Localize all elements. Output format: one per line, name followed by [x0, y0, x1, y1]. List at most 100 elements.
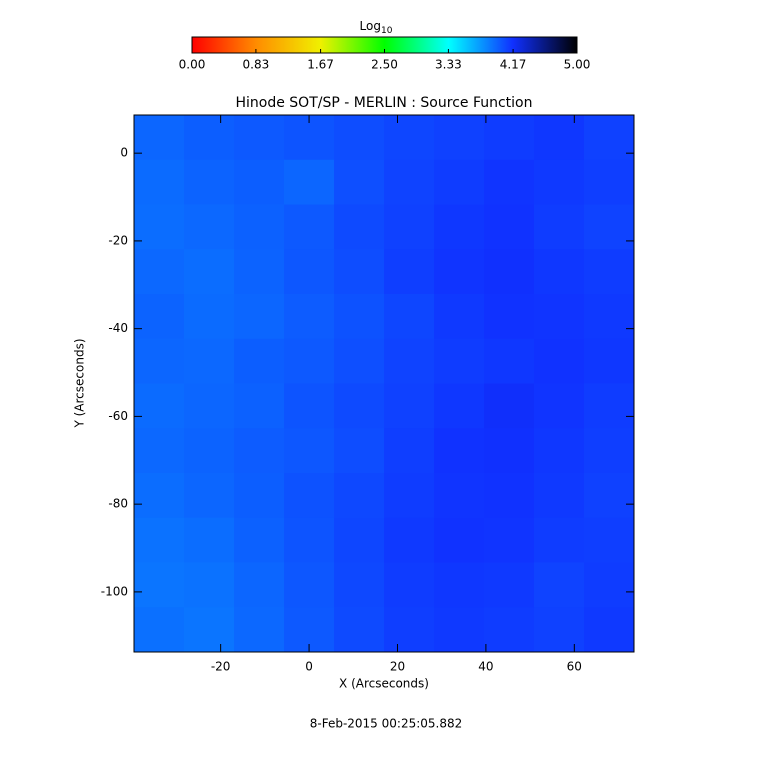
colorbar-tick-label: 0.00	[179, 58, 206, 72]
x-tick-label: 60	[567, 660, 582, 674]
heatmap-cell	[234, 428, 285, 474]
heatmap-cell	[184, 294, 235, 340]
heatmap-cell	[334, 204, 385, 250]
heatmap-cell	[484, 562, 535, 608]
heatmap-cell	[584, 383, 635, 429]
heatmap-cell	[484, 607, 535, 653]
heatmap-cell	[234, 517, 285, 563]
x-axis-label: X (Arcseconds)	[339, 677, 429, 691]
heatmap-cell	[234, 294, 285, 340]
heatmap-cell	[334, 473, 385, 519]
heatmap-cell	[384, 562, 435, 608]
x-tick-label: 20	[390, 660, 405, 674]
heatmap-cell	[334, 338, 385, 384]
heatmap-cell	[284, 249, 335, 295]
heatmap-cell	[584, 607, 635, 653]
heatmap-cell	[184, 204, 235, 250]
heatmap-cell	[134, 428, 185, 474]
heatmap-cell	[534, 204, 585, 250]
heatmap-cell	[134, 204, 185, 250]
heatmap-cell	[384, 607, 435, 653]
heatmap-cell	[134, 517, 185, 563]
heatmap-cell	[134, 383, 185, 429]
heatmap-cell	[284, 428, 335, 474]
heatmap-cell	[234, 338, 285, 384]
heatmap-cell	[334, 428, 385, 474]
heatmap-cell	[434, 428, 485, 474]
heatmap-cell	[534, 562, 585, 608]
heatmap-cell	[434, 517, 485, 563]
heatmap-cell	[534, 428, 585, 474]
heatmap-cell	[534, 517, 585, 563]
heatmap-cell	[334, 294, 385, 340]
heatmap-cell	[484, 159, 535, 205]
heatmap-cell	[484, 473, 535, 519]
heatmap-cell	[434, 562, 485, 608]
heatmap-cell	[484, 204, 535, 250]
heatmap-cell	[434, 204, 485, 250]
heatmap-cell	[434, 249, 485, 295]
heatmap-cell	[334, 249, 385, 295]
heatmap-cell	[584, 428, 635, 474]
colorbar-title-main: Log	[360, 19, 381, 33]
heatmap-cell	[284, 517, 335, 563]
heatmap-cell	[334, 517, 385, 563]
heatmap-cell	[534, 473, 585, 519]
x-tick-label: -20	[211, 660, 231, 674]
y-axis-label: Y (Arcseconds)	[73, 338, 87, 428]
heatmap-cell	[584, 249, 635, 295]
heatmap-cell	[234, 562, 285, 608]
heatmap-cell	[184, 338, 235, 384]
heatmap-cell	[534, 338, 585, 384]
heatmap-cell	[134, 294, 185, 340]
heatmap-cell	[234, 607, 285, 653]
y-tick-label: 0	[120, 146, 128, 160]
y-tick-label: -20	[108, 233, 128, 247]
colorbar-tick-label: 4.17	[500, 58, 527, 72]
heatmap-cell	[534, 249, 585, 295]
heatmap-cell	[334, 607, 385, 653]
heatmap-cell	[584, 204, 635, 250]
heatmap-cell	[334, 562, 385, 608]
heatmap-cell	[484, 383, 535, 429]
x-tick-label: 40	[478, 660, 493, 674]
heatmap-cell	[434, 115, 485, 161]
heatmap-cell	[384, 473, 435, 519]
timestamp: 8-Feb-2015 00:25:05.882	[310, 717, 463, 731]
heatmap	[134, 115, 635, 653]
y-tick-label: -80	[108, 497, 128, 511]
heatmap-cell	[534, 294, 585, 340]
heatmap-cell	[234, 473, 285, 519]
heatmap-cell	[584, 294, 635, 340]
colorbar-tick-label: 1.67	[307, 58, 334, 72]
colorbar-tick-label: 5.00	[564, 58, 591, 72]
heatmap-cell	[384, 517, 435, 563]
heatmap-cell	[184, 562, 235, 608]
colorbar-tick-label: 2.50	[371, 58, 398, 72]
colorbar-title: Log10	[360, 19, 393, 36]
heatmap-cell	[384, 115, 435, 161]
colorbar-title-sub: 10	[381, 26, 393, 36]
chart-title: Hinode SOT/SP - MERLIN : Source Function	[235, 95, 532, 111]
heatmap-cell	[134, 473, 185, 519]
heatmap-cell	[184, 115, 235, 161]
heatmap-cell	[584, 562, 635, 608]
heatmap-cell	[584, 473, 635, 519]
heatmap-cell	[534, 607, 585, 653]
heatmap-cell	[184, 428, 235, 474]
y-tick-label: -60	[108, 409, 128, 423]
heatmap-cell	[234, 115, 285, 161]
y-tick-label: -100	[101, 584, 128, 598]
heatmap-cell	[184, 607, 235, 653]
heatmap-cell	[284, 383, 335, 429]
heatmap-cell	[184, 517, 235, 563]
heatmap-cell	[384, 338, 435, 384]
heatmap-cell	[384, 159, 435, 205]
heatmap-cell	[384, 204, 435, 250]
heatmap-cell	[484, 428, 535, 474]
plot-frame	[133, 114, 635, 653]
heatmap-cell	[434, 383, 485, 429]
heatmap-cell	[284, 338, 335, 384]
heatmap-cell	[484, 115, 535, 161]
